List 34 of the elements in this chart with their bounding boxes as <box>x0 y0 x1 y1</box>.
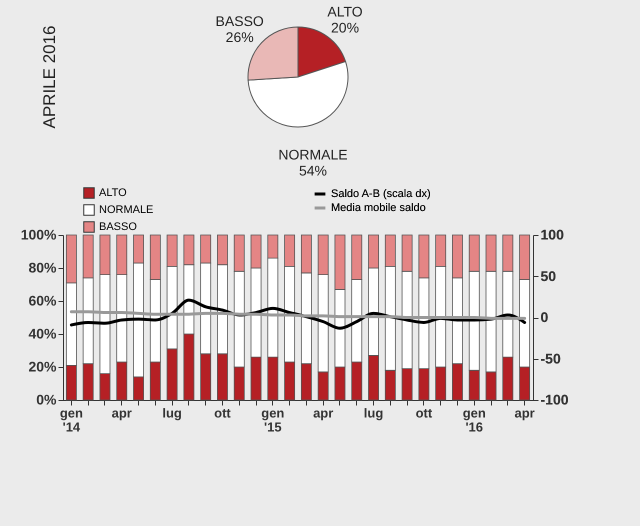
y-tick-label: 60% <box>28 292 58 308</box>
y-tick-label: 40% <box>28 326 58 342</box>
x-tick-label: gen '15 <box>261 406 284 434</box>
x-tick-label: apr <box>514 406 535 420</box>
slice-label: NORMALE <box>278 146 348 163</box>
y2-tick-label: 50 <box>540 268 556 284</box>
x-tick-label: gen '16 <box>462 406 486 434</box>
y-tick-label: 80% <box>28 260 58 276</box>
slice-label: BASSO <box>216 13 264 30</box>
y-tick-label: 20% <box>28 358 58 374</box>
y-tick-label: 100% <box>20 226 58 242</box>
x-tick-label: lug <box>364 406 384 420</box>
y2-tick-label: -100 <box>540 392 569 408</box>
x-tick-label: ott <box>416 406 433 420</box>
legend-label: Media mobile saldo <box>331 202 426 214</box>
data-label: 20% <box>331 19 360 36</box>
x-tick-label: ott <box>214 406 232 420</box>
text: APRILE 2016 <box>40 25 59 129</box>
legend-label: NORMALE <box>99 204 154 216</box>
line-series <box>70 310 526 320</box>
x-tick-label: apr <box>112 406 132 420</box>
y2-tick-label: 100 <box>540 226 564 242</box>
legend-label: Saldo A-B (scala dx) <box>331 188 431 200</box>
legend-label: BASSO <box>99 221 138 233</box>
y2-tick-label: -50 <box>540 350 561 366</box>
slice-label: ALTO <box>327 3 363 20</box>
y-tick-label: 0% <box>36 392 58 408</box>
y2-tick-label: 0 <box>540 309 548 325</box>
data-label: 54% <box>298 162 328 179</box>
legend-label: ALTO <box>99 187 128 199</box>
x-tick-label: lug <box>162 406 182 420</box>
data-label: 26% <box>226 29 254 46</box>
x-tick-label: gen '14 <box>60 406 83 434</box>
x-tick-label: apr <box>313 406 334 420</box>
